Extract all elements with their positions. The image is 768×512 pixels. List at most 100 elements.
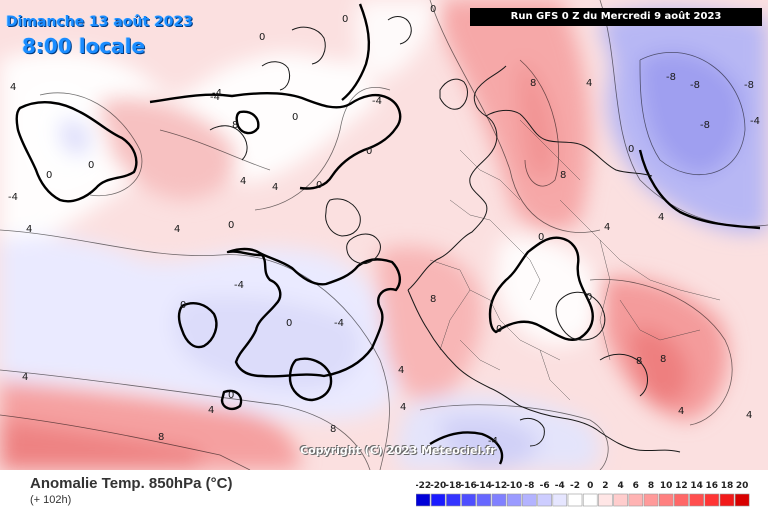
contour-label: -4 — [210, 92, 220, 103]
temperature-anomaly-map: 0 0 0 0 0 0 0 0 0 0 0 4 4 4 4 4 4 4 4 4 … — [0, 0, 768, 470]
contour-label: 8 — [530, 78, 536, 89]
forecast-time-label: 8:00 locale — [22, 34, 146, 58]
contour-label: 4 — [272, 182, 278, 193]
legend-swatch — [719, 493, 735, 507]
model-run-label: Run GFS 0 Z du Mercredi 9 août 2023 — [470, 8, 762, 26]
legend-tick-label: -16 — [460, 481, 476, 491]
contour-label: 4 — [746, 410, 752, 421]
contour-label: -4 — [234, 280, 244, 291]
copyright-text: Copyright (C) 2023 Meteociel.fr — [300, 444, 496, 457]
legend-swatch — [446, 493, 461, 507]
legend-swatch — [430, 493, 446, 507]
contour-label: 0 — [538, 232, 544, 243]
legend-swatch — [522, 493, 537, 507]
legend-swatch — [567, 493, 583, 507]
legend-tick-label: -22 — [416, 481, 431, 491]
legend-color-swatches — [416, 493, 750, 507]
contour-label: 8 — [430, 294, 436, 305]
legend-tick-label: -14 — [476, 481, 492, 491]
map-canvas: 0 0 0 0 0 0 0 0 0 0 0 4 4 4 4 4 4 4 4 4 … — [0, 0, 768, 470]
contour-label: 4 — [26, 224, 32, 235]
legend-tick-label: -12 — [491, 481, 507, 491]
contour-label: 8 — [330, 424, 336, 435]
contour-label: -4 — [212, 88, 222, 99]
legend-tick-label: 4 — [617, 481, 623, 491]
legend-tick-label: -8 — [524, 481, 534, 491]
legend-swatch — [658, 493, 674, 507]
legend-tick-label: -6 — [540, 481, 550, 491]
contour-label: -8 — [744, 80, 754, 91]
forecast-date-label: Dimanche 13 août 2023 — [6, 14, 193, 30]
legend-tick-label: -2 — [570, 481, 580, 491]
legend-tick-label: 2 — [602, 481, 608, 491]
contour-label: -8 — [666, 72, 676, 83]
contour-label: 0 — [586, 292, 592, 303]
contour-label: -8 — [690, 80, 700, 91]
legend-tick-label: -20 — [430, 481, 446, 491]
contour-label: 4 — [240, 176, 246, 187]
contour-label: 4 — [398, 365, 404, 376]
contour-label: -4 — [8, 192, 18, 203]
contour-label: 4 — [10, 82, 16, 93]
contour-label: 8 — [636, 356, 642, 367]
contour-label: 4 — [678, 406, 684, 417]
contour-label: 4 — [658, 212, 664, 223]
anomaly-field-shading — [0, 0, 768, 470]
legend-swatch — [613, 493, 628, 507]
legend-tick-label: 20 — [736, 481, 749, 491]
contour-label: 4 — [174, 224, 180, 235]
legend-swatch — [598, 493, 613, 507]
contour-label: -4 — [372, 96, 382, 107]
contour-value-labels: 0 0 0 0 0 0 0 0 0 0 0 4 4 4 4 4 4 4 4 4 … — [8, 4, 760, 447]
contour-label: 0 — [46, 170, 52, 181]
legend-tick-label: 14 — [690, 481, 703, 491]
legend-tick-label: 16 — [706, 481, 719, 491]
legend-swatch — [461, 493, 476, 507]
contour-label: 8 — [660, 354, 666, 365]
legend-tick-label: 8 — [648, 481, 654, 491]
contour-label: 0 — [496, 324, 502, 335]
contour-label: -4 — [750, 116, 760, 127]
contour-label: 0 — [88, 160, 94, 171]
legend-swatch — [582, 493, 598, 507]
contour-label: -4 — [488, 436, 498, 447]
contour-label: 8 — [232, 120, 238, 131]
contour-label: 4 — [22, 372, 28, 383]
color-scale-legend: -22-20-18-16-14-12-10 -8 -6 -4 -2 0 2 4 6 8 10 12 14… — [416, 481, 750, 507]
contour-label: 0 — [628, 144, 634, 155]
legend-swatch — [506, 493, 522, 507]
coastlines — [209, 16, 681, 453]
contour-label: 0 — [342, 14, 348, 25]
contour-lines — [0, 0, 768, 470]
contour-label: 0 — [430, 4, 436, 15]
legend-swatch — [643, 493, 659, 507]
legend-tick-label: -10 — [506, 481, 522, 491]
contour-label: 0 — [366, 146, 372, 157]
legend-swatch — [628, 493, 644, 507]
contour-label: 0 — [292, 112, 298, 123]
country-borders — [429, 119, 721, 401]
contour-label: 8 — [158, 432, 164, 443]
legend-tick-label: -18 — [445, 481, 461, 491]
contour-label: 0 — [180, 300, 186, 311]
forecast-lead-time: (+ 102h) — [30, 494, 72, 506]
legend-swatch — [704, 493, 720, 507]
legend-tick-label: 6 — [633, 481, 639, 491]
legend-tick-label: 12 — [675, 481, 688, 491]
contour-label: 8 — [560, 170, 566, 181]
contour-label: -8 — [700, 120, 710, 131]
legend-swatch — [674, 493, 689, 507]
legend-swatch — [491, 493, 507, 507]
contour-label: 0 — [228, 220, 234, 231]
legend-tick-label: 10 — [660, 481, 673, 491]
contour-label: 0 — [259, 32, 265, 43]
contour-label: 0 — [316, 180, 322, 191]
contour-label: 0 — [286, 318, 292, 329]
legend-swatch — [689, 493, 704, 507]
contour-label: -4 — [334, 318, 344, 329]
zero-anomaly-contours — [15, 3, 761, 465]
legend-tick-label: -4 — [555, 481, 565, 491]
contour-label: 4 — [400, 402, 406, 413]
map-parameter-title: Anomalie Temp. 850hPa (°C) — [30, 475, 233, 492]
contour-label: 4 — [586, 78, 592, 89]
